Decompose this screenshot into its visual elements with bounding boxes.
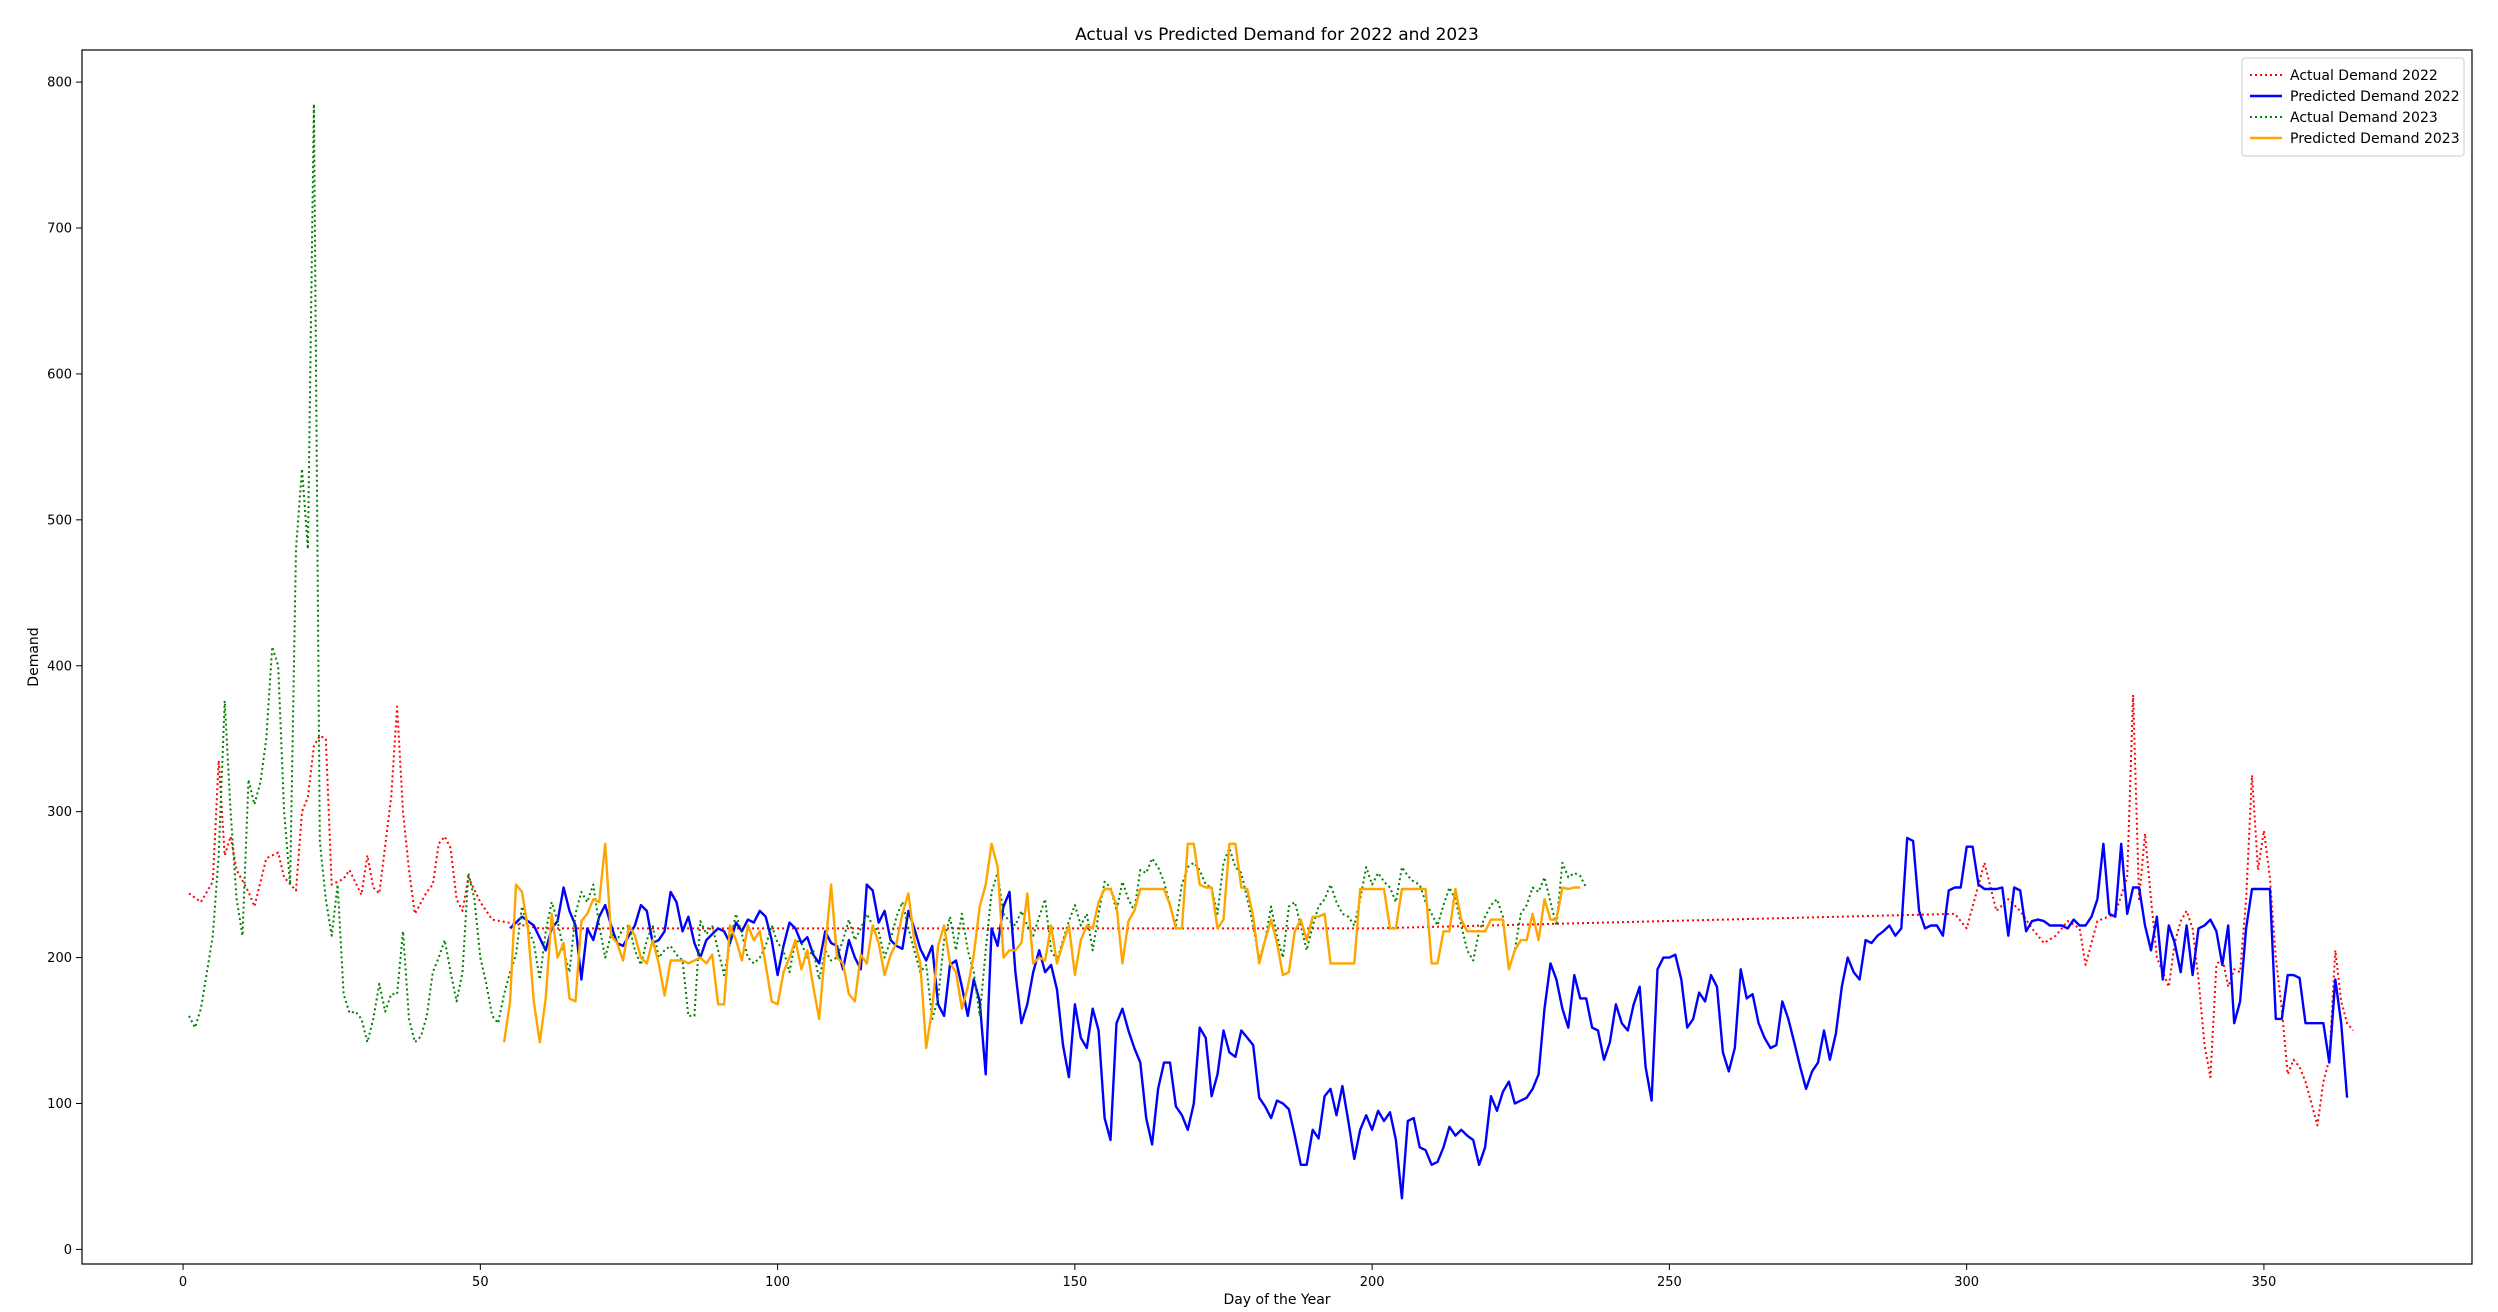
y-tick-label: 800 bbox=[47, 76, 72, 91]
x-tick-label: 350 bbox=[2252, 1275, 2277, 1290]
legend: Actual Demand 2022 Predicted Demand 2022 A… bbox=[2241, 57, 2465, 157]
y-tick-label: 100 bbox=[47, 1097, 72, 1112]
series-line-2 bbox=[188, 103, 1588, 1044]
legend-box bbox=[2241, 57, 2465, 157]
series-line-3 bbox=[502, 842, 1581, 1050]
legend-label-3: Predicted Demand 2023 bbox=[2290, 131, 2460, 147]
x-axis: 0 50 100 150 200 250 300 350 bbox=[179, 1264, 2276, 1290]
y-tick-label: 600 bbox=[47, 367, 72, 382]
series-line-1 bbox=[509, 836, 2349, 1200]
series-layer bbox=[188, 103, 2354, 1200]
plot-area-frame bbox=[81, 49, 2473, 1265]
series-line-0 bbox=[188, 693, 2354, 1127]
y-tick-label: 500 bbox=[47, 513, 72, 528]
x-tick-label: 200 bbox=[1360, 1275, 1385, 1290]
y-tick-label: 200 bbox=[47, 951, 72, 966]
legend-label-1: Predicted Demand 2022 bbox=[2290, 89, 2460, 105]
y-tick-label: 400 bbox=[47, 659, 72, 674]
y-tick-label: 700 bbox=[47, 222, 72, 237]
legend-label-2: Actual Demand 2023 bbox=[2290, 110, 2438, 126]
x-tick-label: 100 bbox=[765, 1275, 790, 1290]
x-tick-label: 50 bbox=[472, 1275, 489, 1290]
x-tick-label: 150 bbox=[1062, 1275, 1087, 1290]
y-tick-label: 300 bbox=[47, 805, 72, 820]
x-tick-label: 300 bbox=[1954, 1275, 1979, 1290]
x-tick-label: 250 bbox=[1657, 1275, 1682, 1290]
x-axis-label: Day of the Year bbox=[1223, 1292, 1330, 1308]
y-axis: 0 100 200 300 400 500 600 700 800 bbox=[47, 76, 82, 1258]
chart-title: Actual vs Predicted Demand for 2022 and … bbox=[1075, 25, 1479, 45]
legend-label-0: Actual Demand 2022 bbox=[2290, 68, 2438, 84]
y-tick-label: 0 bbox=[64, 1243, 72, 1258]
y-axis-label: Demand bbox=[26, 627, 42, 686]
x-tick-label: 0 bbox=[179, 1275, 187, 1290]
